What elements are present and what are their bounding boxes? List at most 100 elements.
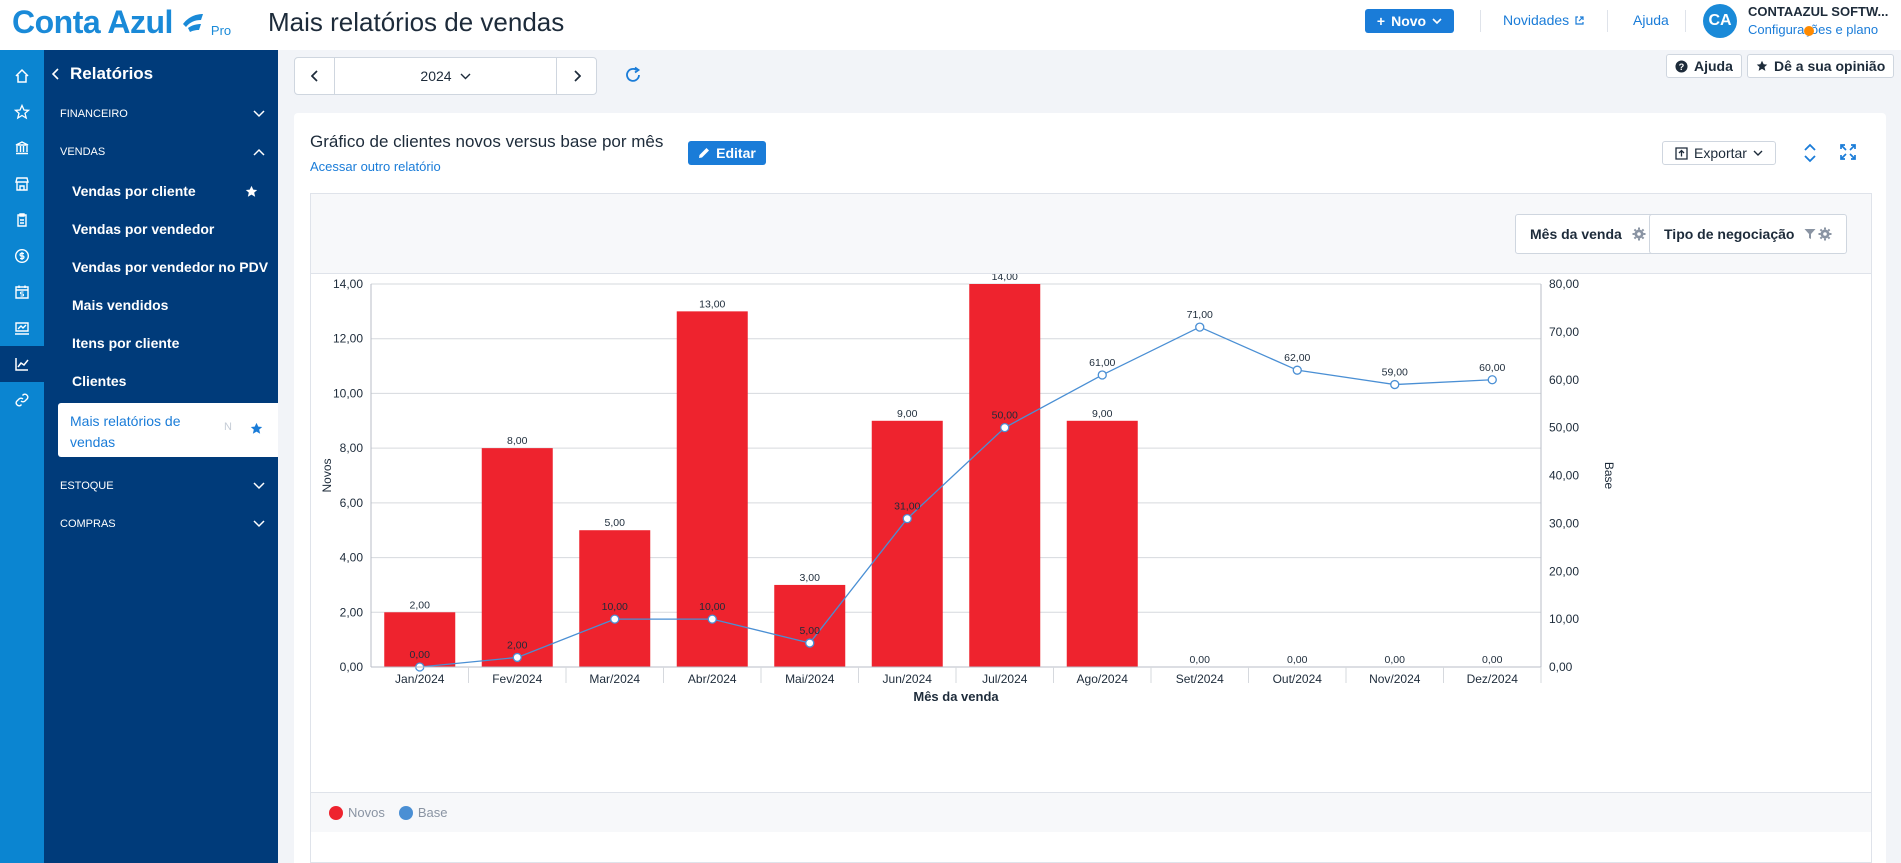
point-data-label: 59,00 bbox=[1382, 367, 1408, 379]
sidebar-section-financeiro[interactable]: FINANCEIRO bbox=[60, 108, 265, 120]
year-select[interactable]: 2024 bbox=[335, 58, 556, 94]
section-label: FINANCEIRO bbox=[60, 108, 128, 120]
rail-store[interactable] bbox=[0, 166, 44, 202]
sidebar-section-compras[interactable]: COMPRAS bbox=[60, 518, 265, 530]
y-right-axis-title: Base bbox=[1602, 462, 1616, 490]
page-title: Mais relatórios de vendas bbox=[268, 7, 565, 37]
plus-icon: + bbox=[1376, 13, 1386, 29]
question-circle-icon: ? bbox=[1675, 59, 1688, 73]
filter-tipo-de-negociacao[interactable]: Tipo de negociação bbox=[1649, 214, 1848, 254]
previous-year-button[interactable] bbox=[295, 58, 335, 94]
other-report-link[interactable]: Acessar outro relatório bbox=[310, 159, 441, 174]
news-link-label: Novidades bbox=[1503, 12, 1570, 28]
sidebar-item-label: Vendas por vendedor no PDV bbox=[72, 259, 269, 275]
sidebar-item-vendas-pdv[interactable]: Vendas por vendedor no PDV bbox=[72, 259, 272, 275]
filter-icon bbox=[1804, 229, 1816, 239]
line-chart-icon bbox=[15, 358, 29, 371]
bar-novos bbox=[384, 612, 456, 667]
point-base bbox=[1195, 322, 1205, 332]
chart-container: Mês da venda Tipo de negociação 2,00 8,00… bbox=[310, 193, 1872, 863]
section-label: COMPRAS bbox=[60, 518, 116, 530]
export-icon bbox=[1675, 146, 1688, 160]
x-tick-label: Mai/2024 bbox=[785, 672, 835, 686]
point-base bbox=[610, 614, 620, 624]
x-axis-title: Mês da venda bbox=[913, 689, 999, 704]
next-year-button[interactable] bbox=[556, 58, 596, 94]
avatar[interactable]: CA bbox=[1703, 4, 1737, 38]
rail-bank[interactable] bbox=[0, 130, 44, 166]
report-card: Gráfico de clientes novos versus base po… bbox=[294, 113, 1886, 863]
news-link[interactable]: Novidades bbox=[1503, 12, 1585, 28]
chevron-down-icon bbox=[253, 520, 265, 528]
filter-label: Tipo de negociação bbox=[1664, 226, 1795, 242]
new-button[interactable]: + Novo bbox=[1365, 9, 1454, 33]
bar-data-label: 2,00 bbox=[410, 599, 431, 611]
legend-label: Novos bbox=[348, 805, 385, 820]
chevron-down-icon bbox=[1753, 150, 1763, 156]
new-button-label: Novo bbox=[1391, 13, 1427, 29]
point-data-label: 0,00 bbox=[410, 649, 431, 661]
help-link[interactable]: Ajuda bbox=[1633, 12, 1669, 28]
chart-filterbar: Mês da venda Tipo de negociação bbox=[311, 194, 1871, 274]
sidebar-item-clientes[interactable]: Clientes bbox=[72, 373, 272, 389]
star-filled-icon bbox=[1756, 60, 1768, 71]
edit-button-label: Editar bbox=[716, 145, 756, 161]
sidebar-item-vendas-por-vendedor[interactable]: Vendas por vendedor bbox=[72, 221, 272, 237]
rail-favorites[interactable] bbox=[0, 94, 44, 130]
rail-money[interactable] bbox=[0, 238, 44, 274]
x-tick-label: Nov/2024 bbox=[1369, 672, 1421, 686]
point-base bbox=[902, 513, 912, 524]
bar-data-label: 3,00 bbox=[800, 572, 821, 584]
star-filled-icon[interactable] bbox=[245, 185, 258, 198]
rail-register[interactable] bbox=[0, 310, 44, 346]
logo[interactable]: Conta Azul Pro bbox=[12, 4, 231, 41]
edit-button[interactable]: Editar bbox=[688, 141, 766, 165]
point-data-label: 31,00 bbox=[894, 501, 920, 513]
section-label: ESTOQUE bbox=[60, 480, 114, 492]
chart-legend: Novos Base bbox=[311, 792, 1871, 832]
rail-calendar[interactable] bbox=[0, 274, 44, 310]
y-tick-label: 8,00 bbox=[340, 441, 364, 455]
dollar-circle-icon bbox=[14, 248, 30, 264]
year-pager: 2024 bbox=[294, 57, 597, 95]
sidebar-back[interactable]: Relatórios bbox=[52, 64, 153, 84]
feedback-button-label: Dê a sua opinião bbox=[1774, 58, 1886, 74]
chevron-down-icon bbox=[1432, 18, 1442, 25]
sidebar-section-estoque[interactable]: ESTOQUE bbox=[60, 480, 265, 492]
bar-novos bbox=[676, 311, 748, 667]
help-link-label: Ajuda bbox=[1633, 12, 1669, 28]
logo-pro-badge: Pro bbox=[210, 23, 232, 38]
filter-mes-da-venda[interactable]: Mês da venda bbox=[1515, 214, 1661, 254]
bar-novos bbox=[1066, 420, 1138, 667]
legend-item-base[interactable]: Base bbox=[398, 805, 448, 820]
sidebar-item-mais-vendidos[interactable]: Mais vendidos bbox=[72, 297, 272, 313]
fullscreen-icon[interactable] bbox=[1839, 143, 1857, 161]
point-data-label: 60,00 bbox=[1479, 362, 1505, 374]
export-button-label: Exportar bbox=[1694, 145, 1747, 161]
bar-data-label: 5,00 bbox=[605, 517, 626, 529]
sidebar-item-mais-relatorios[interactable]: Mais relatórios de vendas N bbox=[58, 403, 278, 457]
expand-vertical-icon[interactable] bbox=[1803, 143, 1817, 163]
export-button[interactable]: Exportar bbox=[1662, 141, 1776, 165]
rail-home[interactable] bbox=[0, 58, 44, 94]
point-data-label: 50,00 bbox=[992, 410, 1018, 422]
bar-novos bbox=[579, 530, 651, 667]
sidebar-item-label: Itens por cliente bbox=[72, 335, 180, 351]
bar-novos bbox=[774, 584, 846, 667]
y-tick-label: 2,00 bbox=[340, 605, 364, 619]
rail-reports[interactable] bbox=[0, 346, 44, 382]
legend-item-novos[interactable]: Novos bbox=[329, 805, 385, 820]
company-name: CONTAAZUL SOFTW... bbox=[1748, 4, 1889, 19]
y-right-tick-label: 30,00 bbox=[1549, 516, 1579, 530]
sidebar-item-vendas-por-cliente[interactable]: Vendas por cliente bbox=[72, 183, 272, 199]
sidebar-item-itens-por-cliente[interactable]: Itens por cliente bbox=[72, 335, 272, 351]
refresh-icon[interactable] bbox=[624, 66, 642, 84]
feedback-button[interactable]: Dê a sua opinião bbox=[1747, 54, 1895, 78]
y-tick-label: 12,00 bbox=[333, 332, 363, 346]
sidebar-section-vendas[interactable]: VENDAS bbox=[60, 146, 265, 158]
y-tick-label: 14,00 bbox=[333, 277, 363, 291]
rail-clipboard[interactable] bbox=[0, 202, 44, 238]
rail-integrations[interactable] bbox=[0, 382, 44, 418]
star-filled-icon[interactable] bbox=[250, 422, 263, 435]
help-button[interactable]: ? Ajuda bbox=[1666, 54, 1742, 78]
